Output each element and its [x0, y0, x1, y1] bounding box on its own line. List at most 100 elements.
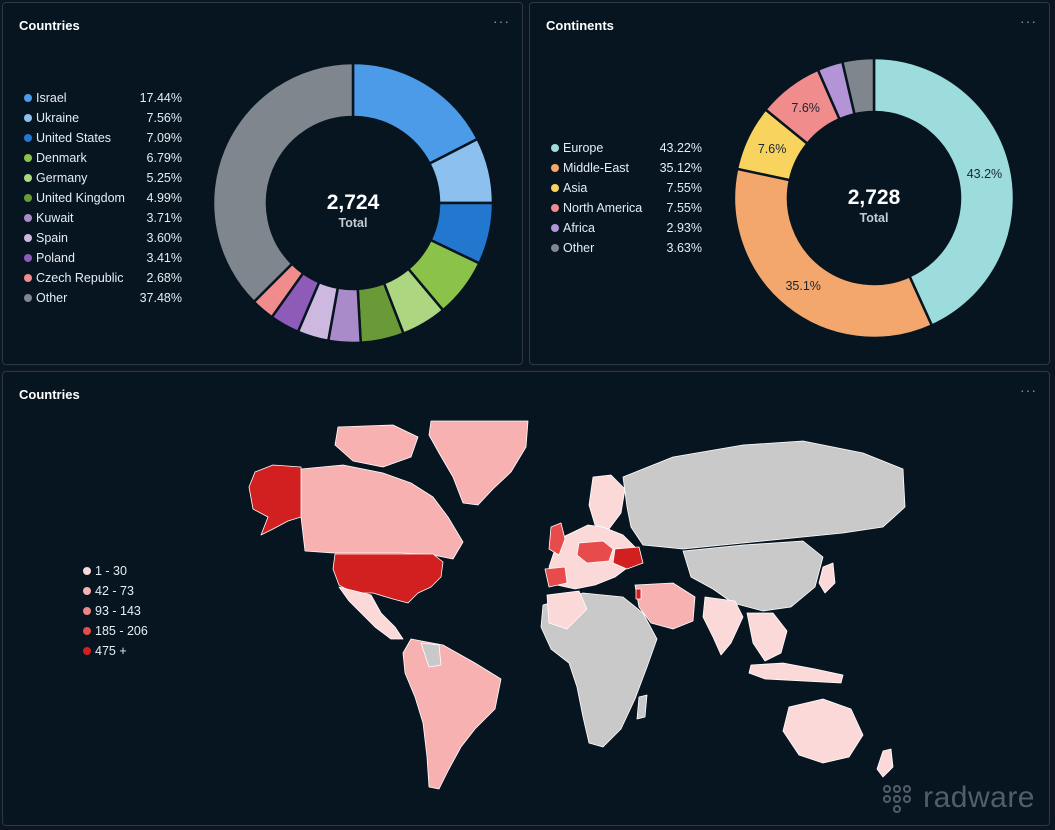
legend-dot-icon [83, 587, 91, 595]
panel-title: Continents [546, 18, 614, 33]
panel-menu-icon[interactable]: ··· [493, 13, 510, 29]
legend-label: 93 - 143 [95, 604, 141, 618]
panel-title: Countries [19, 387, 80, 402]
legend-item[interactable]: Poland 3.41% [24, 248, 182, 268]
countries-donut-chart: 2,724 Total [211, 61, 495, 345]
map-region-north-africa [546, 590, 588, 630]
map-region-africa [540, 592, 658, 748]
legend-label: Spain [36, 231, 68, 245]
legend-dot-icon [24, 214, 32, 222]
donut-data-label: 35.1% [785, 279, 820, 293]
legend-label: North America [563, 201, 643, 215]
donut-slice-middle-east[interactable] [732, 167, 934, 340]
legend-item[interactable]: Other 37.48% [24, 288, 182, 308]
donut-center-label: Total [860, 211, 889, 225]
continents-legend: Europe 43.22% Middle-East 35.12% Asia 7.55% No… [551, 138, 702, 258]
map-region-middle-east [634, 582, 696, 630]
legend-item[interactable]: North America 7.55% [551, 198, 702, 218]
legend-dot-icon [551, 204, 559, 212]
donut-slice-europe[interactable] [872, 56, 1016, 328]
legend-dot-icon [24, 114, 32, 122]
legend-dot-icon [24, 154, 32, 162]
continents-donut-chart: 43.2% 35.1% 7.6% 7.6% 2,728 Total [732, 56, 1016, 340]
map-region-uk [548, 522, 566, 556]
map-region-israel [635, 588, 642, 600]
legend-value: 6.79% [146, 151, 182, 165]
legend-label: 1 - 30 [95, 564, 127, 578]
donut-data-label: 7.6% [758, 142, 787, 156]
legend-label: Ukraine [36, 111, 80, 125]
map-region-indonesia [748, 662, 844, 684]
donut-slice-other[interactable] [840, 56, 876, 116]
legend-label: Kuwait [36, 211, 74, 225]
legend-label: Asia [563, 181, 588, 195]
legend-dot-icon [83, 647, 91, 655]
donut-center-value: 2,724 [327, 191, 380, 214]
donut-center-label: Total [339, 216, 368, 230]
legend-dot-icon [551, 244, 559, 252]
legend-dot-icon [24, 274, 32, 282]
legend-item[interactable]: Germany 5.25% [24, 168, 182, 188]
legend-label: Other [36, 291, 68, 305]
map-region-china [682, 540, 824, 612]
map-region-spain [544, 566, 568, 588]
legend-item[interactable]: Europe 43.22% [551, 138, 702, 158]
legend-dot-icon [551, 184, 559, 192]
map-region-south-america [402, 638, 502, 790]
map-region-mexico [338, 586, 404, 640]
legend-value: 7.56% [146, 111, 182, 125]
legend-value: 4.99% [146, 191, 182, 205]
legend-value: 35.12% [659, 161, 702, 175]
legend-item[interactable]: United Kingdom 4.99% [24, 188, 182, 208]
radware-logo: radware [881, 781, 1035, 815]
panel-menu-icon[interactable]: ··· [1020, 13, 1037, 29]
map-region-russia [622, 440, 906, 550]
donut-data-label: 43.2% [967, 167, 1002, 181]
legend-label: United States [36, 131, 112, 145]
legend-item[interactable]: Israel 17.44% [24, 88, 182, 108]
legend-value: 3.41% [146, 251, 182, 265]
legend-label: 42 - 73 [95, 584, 134, 598]
legend-dot-icon [83, 627, 91, 635]
legend-value: 3.63% [666, 241, 702, 255]
legend-item[interactable]: Africa 2.93% [551, 218, 702, 238]
legend-item[interactable]: Asia 7.55% [551, 178, 702, 198]
legend-dot-icon [24, 94, 32, 102]
radware-logo-text: radware [923, 781, 1035, 814]
map-region-ukraine [612, 546, 644, 570]
legend-dot-icon [24, 194, 32, 202]
legend-item[interactable]: Spain 3.60% [24, 228, 182, 248]
legend-item[interactable]: Czech Republic 2.68% [24, 268, 182, 288]
legend-dot-icon [83, 567, 91, 575]
legend-dot-icon [24, 234, 32, 242]
map-region-alaska [248, 464, 302, 536]
legend-dot-icon [24, 174, 32, 182]
legend-item[interactable]: Denmark 6.79% [24, 148, 182, 168]
legend-value: 37.48% [139, 291, 182, 305]
legend-label: Middle-East [563, 161, 629, 175]
map-region-new-zealand [876, 748, 894, 778]
legend-value: 43.22% [659, 141, 702, 155]
panel-title: Countries [19, 18, 80, 33]
legend-item[interactable]: Middle-East 35.12% [551, 158, 702, 178]
map-region-greenland [428, 420, 529, 506]
legend-dot-icon [83, 607, 91, 615]
legend-label: United Kingdom [36, 191, 125, 205]
legend-item[interactable]: Other 3.63% [551, 238, 702, 258]
legend-dot-icon [551, 144, 559, 152]
donut-center-value: 2,728 [848, 186, 901, 209]
legend-label: Poland [36, 251, 75, 265]
map-region-australia [782, 698, 864, 764]
map-region-central-europe [576, 540, 614, 564]
panel-menu-icon[interactable]: ··· [1020, 382, 1037, 398]
donut-data-label: 7.6% [791, 101, 820, 115]
legend-label: Africa [563, 221, 595, 235]
map-region-arctic-islands [334, 424, 419, 468]
world-map [248, 420, 906, 790]
legend-item[interactable]: Ukraine 7.56% [24, 108, 182, 128]
map-region-madagascar [636, 694, 648, 720]
donut-slice-other[interactable] [211, 61, 355, 304]
legend-item[interactable]: United States 7.09% [24, 128, 182, 148]
legend-item[interactable]: Kuwait 3.71% [24, 208, 182, 228]
legend-value: 7.55% [666, 181, 702, 195]
